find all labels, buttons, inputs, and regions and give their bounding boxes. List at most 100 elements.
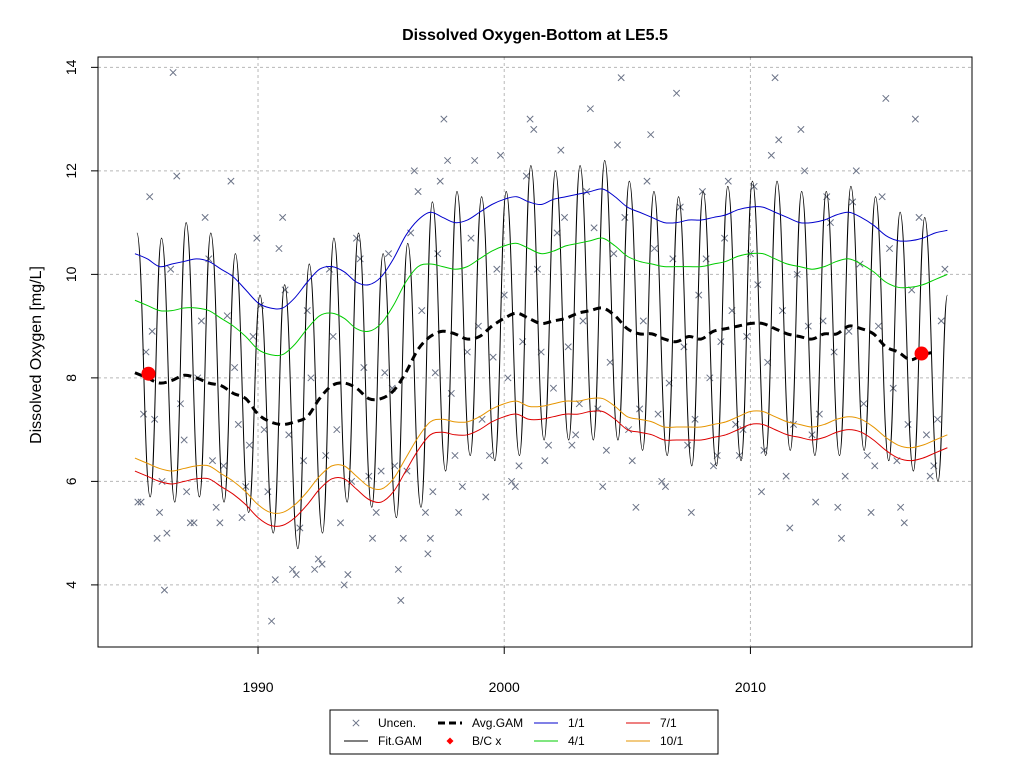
observation-marker — [526, 115, 534, 123]
observation-marker — [163, 529, 171, 537]
observation-marker — [216, 519, 224, 527]
series-line-d10_1 — [134, 397, 948, 514]
observation-marker — [775, 136, 783, 144]
observation-marker — [249, 332, 257, 341]
observation-marker — [384, 250, 393, 258]
observation-marker — [661, 483, 670, 491]
observation-marker — [599, 483, 607, 491]
observation-marker — [874, 322, 882, 330]
series-line-avg — [134, 306, 936, 426]
observation-marker — [399, 534, 407, 542]
observation-marker — [602, 446, 610, 454]
observation-marker — [621, 213, 629, 221]
observation-marker — [684, 441, 692, 449]
observation-marker — [610, 250, 618, 258]
observation-marker — [271, 576, 279, 584]
observation-marker — [496, 151, 505, 159]
axes: 1990 2000 2010 4 6 8 10 12 14 — [63, 59, 766, 695]
observation-marker — [340, 581, 348, 589]
observation-marker — [782, 472, 790, 480]
observation-marker — [426, 534, 434, 542]
observation-marker — [789, 420, 798, 429]
observation-marker — [356, 255, 364, 263]
legend: Uncen. Avg.GAM 1/1 7/1 Fit.GAM B/C x 4/1 10/1 — [329, 709, 719, 755]
observation-marker — [322, 451, 330, 460]
observation-marker — [860, 400, 868, 408]
observation-marker — [458, 483, 466, 491]
observation-marker — [511, 483, 519, 491]
observation-marker — [424, 550, 432, 558]
observation-marker — [467, 234, 475, 242]
observation-marker — [867, 508, 875, 516]
observation-marker — [303, 307, 311, 315]
observation-marker — [797, 125, 805, 134]
observation-marker — [837, 534, 846, 542]
observation-marker — [841, 472, 849, 480]
observation-marker — [852, 167, 860, 175]
observation-marker — [586, 105, 594, 113]
observation-marker — [489, 353, 497, 361]
observation-marker — [451, 451, 459, 460]
observation-marker — [444, 156, 452, 165]
observation-marker — [937, 317, 945, 325]
observation-marker — [220, 462, 228, 470]
observation-marker — [885, 244, 894, 253]
bc-point — [141, 366, 156, 381]
observation-marker — [208, 457, 217, 465]
plot-frame — [97, 56, 973, 648]
legend-symbol — [352, 719, 360, 727]
x-tick-label: 2010 — [735, 679, 766, 695]
observation-marker — [227, 177, 235, 185]
observation-marker — [564, 343, 572, 351]
observation-marker — [352, 234, 361, 242]
series-line-d1_1 — [134, 188, 948, 310]
observation-marker — [915, 213, 923, 221]
y-axis-label: Dissolved Oxygen [mg/L] — [28, 266, 45, 444]
observation-marker — [687, 508, 695, 516]
observation-marker — [508, 477, 516, 485]
observation-marker — [418, 307, 426, 315]
series-lines — [134, 160, 948, 550]
observation-marker — [530, 125, 538, 134]
observation-marker — [234, 420, 242, 429]
observation-marker — [583, 188, 591, 196]
observation-marker — [176, 400, 185, 408]
x-tick-label: 2000 — [489, 679, 520, 695]
y-tick-label: 12 — [63, 163, 79, 179]
observation-marker — [647, 131, 655, 139]
observation-marker — [344, 570, 352, 579]
grid-lines — [98, 57, 972, 647]
observation-marker — [900, 519, 908, 527]
observation-marker — [471, 156, 479, 165]
observation-marker — [904, 420, 912, 429]
observation-marker — [735, 451, 743, 460]
observation-marker — [933, 415, 942, 423]
observation-marker — [632, 503, 640, 511]
observation-marker — [812, 498, 820, 506]
observation-marker — [926, 472, 934, 480]
observation-marker — [155, 508, 164, 516]
observation-marker — [771, 74, 779, 82]
observation-marker — [292, 570, 300, 579]
observation-marker — [431, 369, 439, 377]
observation-marker — [786, 524, 794, 532]
series-line-d4_1 — [134, 237, 948, 357]
observation-marker — [212, 503, 220, 511]
observation-marker — [285, 431, 293, 439]
observation-marker — [455, 508, 463, 516]
observation-marker — [815, 410, 823, 418]
observation-marker — [654, 410, 662, 418]
observation-marker — [434, 250, 442, 258]
y-tick-label: 8 — [63, 374, 79, 382]
observation-marker — [625, 426, 633, 434]
legend-label: Fit.GAM — [378, 734, 422, 748]
observation-marker — [142, 348, 150, 356]
observation-marker — [300, 457, 308, 465]
observation-marker — [186, 519, 194, 527]
observation-marker — [613, 141, 622, 149]
observation-marker — [381, 369, 389, 377]
observation-marker — [311, 565, 319, 573]
observation-marker — [882, 94, 890, 102]
observation-marker — [845, 327, 853, 335]
legend-label: B/C x — [472, 734, 501, 748]
